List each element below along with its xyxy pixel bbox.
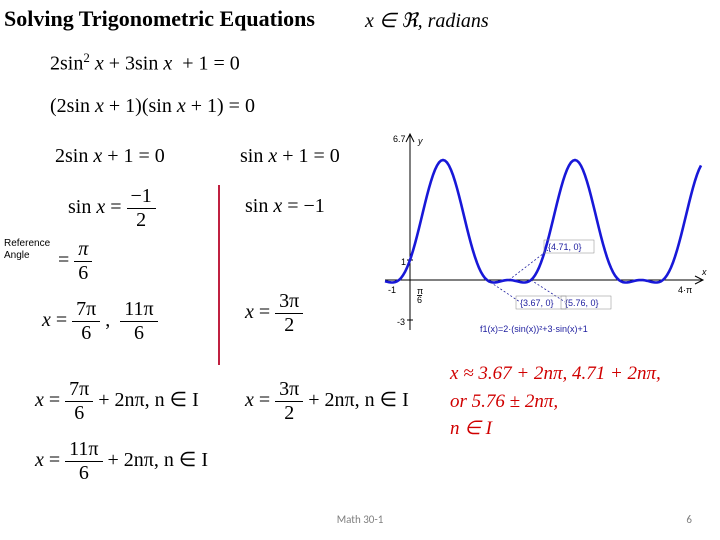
column-divider	[218, 185, 220, 365]
svg-text:x: x	[701, 267, 707, 277]
left-x-general-1: x = 7π6 + 2nπ, n ∈ I	[35, 378, 199, 425]
left-x-general-2: x = 11π6 + 2nπ, n ∈ I	[35, 438, 208, 485]
svg-text:f1(x)=2·(sin(x))²+3·sin(x)+1: f1(x)=2·(sin(x))²+3·sin(x)+1	[480, 324, 588, 334]
svg-text:y: y	[417, 136, 423, 146]
left-x-particular: x = 7π6 , 11π6	[42, 298, 158, 345]
page-title: Solving Trigonometric Equations	[4, 6, 315, 32]
svg-text:6: 6	[417, 295, 422, 305]
equation-branch-right: sin x + 1 = 0	[240, 145, 340, 168]
svg-text:6.7: 6.7	[393, 134, 406, 144]
equation-factored: (2sin x + 1)(sin x + 1) = 0	[50, 95, 255, 118]
svg-text:{3.67, 0}: {3.67, 0}	[520, 298, 554, 308]
footer-page-number: 6	[686, 513, 692, 526]
svg-text:-3: -3	[397, 317, 405, 327]
reference-angle-label: ReferenceAngle	[4, 238, 50, 262]
svg-text:1: 1	[401, 257, 406, 267]
equation-main: 2sin2 x + 3sin x + 1 = 0	[50, 50, 240, 76]
right-x-particular: x = 3π2	[245, 290, 303, 337]
approx-solutions: x ≈ 3.67 + 2nπ, 4.71 + 2nπ, or 5.76 ± 2n…	[450, 360, 661, 443]
svg-text:-1: -1	[388, 285, 396, 295]
left-sinx-eq: sin x = −12	[68, 185, 156, 232]
footer-center: Math 30-1	[0, 513, 720, 526]
svg-text:{4.71, 0}: {4.71, 0}	[548, 242, 582, 252]
svg-text:4·π: 4·π	[678, 285, 692, 295]
domain-text: x ∈ ℜ, radians	[365, 8, 489, 33]
svg-text:{5.76, 0}: {5.76, 0}	[565, 298, 599, 308]
function-graph: 6.7 y 1 -3 -1 π 6 4·π x {4.71, 0} {3.67,…	[380, 130, 710, 345]
equation-branch-left: 2sin x + 1 = 0	[55, 145, 165, 168]
right-x-general: x = 3π2 + 2nπ, n ∈ I	[245, 378, 409, 425]
left-ref-angle: = π6	[58, 238, 92, 285]
right-sinx-eq: sin x = −1	[245, 195, 325, 218]
